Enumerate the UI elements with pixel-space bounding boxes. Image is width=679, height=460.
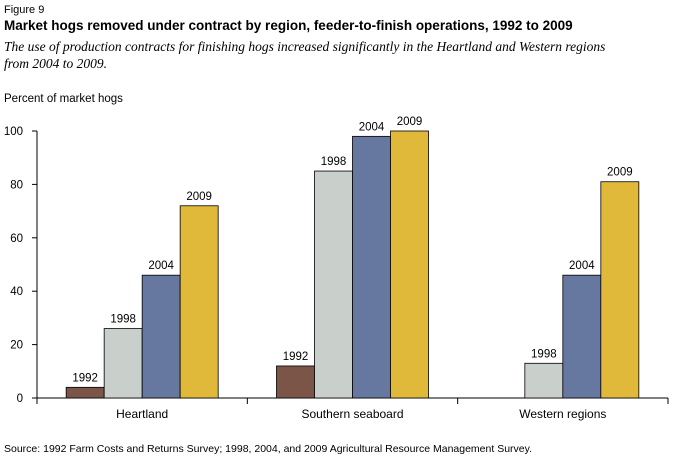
category-label: Heartland (116, 407, 168, 421)
bar (179, 205, 219, 399)
bar (141, 274, 181, 399)
bar (314, 170, 353, 399)
bar (390, 130, 429, 399)
bar (600, 181, 640, 399)
bar-year-label: 2009 (186, 191, 212, 203)
bar-year-label: 1998 (321, 156, 347, 168)
y-tick-label: 60 (10, 233, 23, 245)
bar (524, 362, 564, 399)
bar (276, 365, 315, 399)
y-tick-label: 40 (10, 286, 23, 298)
bar (352, 135, 391, 399)
bar-year-label: 1998 (531, 348, 557, 360)
bar-year-label: 2004 (569, 260, 595, 272)
source-note: Source: 1992 Farm Costs and Returns Surv… (4, 443, 533, 455)
figure-label: Figure 9 (4, 4, 45, 16)
bar-year-label: 2009 (607, 167, 633, 179)
bar (562, 274, 602, 399)
y-axis-label: Percent of market hogs (4, 93, 123, 105)
bar-year-label: 2004 (359, 121, 385, 133)
y-tick-label: 20 (10, 340, 23, 352)
bar-year-label: 1992 (283, 351, 309, 363)
chart-title: Market hogs removed under contract by re… (4, 18, 573, 33)
chart-subtitle: The use of production contracts for fini… (4, 39, 606, 71)
y-tick-label: 0 (17, 393, 23, 405)
bar-year-label: 2009 (397, 116, 423, 128)
category-label: Southern seaboard (301, 407, 403, 421)
bar (103, 328, 143, 399)
category-label: Western regions (519, 407, 606, 421)
bar-year-label: 1992 (72, 372, 98, 384)
bar (65, 386, 105, 399)
y-tick-label: 100 (4, 126, 23, 138)
bar-year-label: 2004 (148, 260, 174, 272)
y-tick-label: 80 (10, 179, 23, 191)
bar-year-label: 1998 (110, 314, 136, 326)
